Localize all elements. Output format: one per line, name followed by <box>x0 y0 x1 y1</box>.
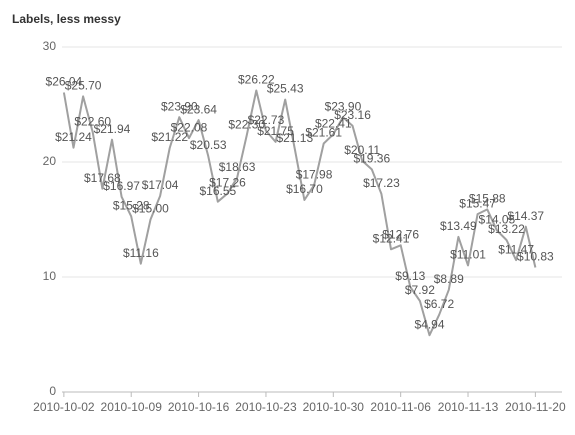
y-tick-label: 20 <box>43 154 57 168</box>
data-label: $6.72 <box>424 297 454 311</box>
data-label: $10.83 <box>517 250 554 264</box>
data-label: $26.22 <box>238 73 275 87</box>
data-label: $22.08 <box>171 120 208 134</box>
data-label: $25.43 <box>267 82 304 96</box>
data-label: $22.30 <box>228 118 265 132</box>
data-label: $23.90 <box>325 99 362 113</box>
data-label: $11.47 <box>498 242 534 256</box>
data-label: $23.90 <box>161 99 198 113</box>
x-tick-label: 2010-10-16 <box>168 400 230 414</box>
data-label: $18.63 <box>219 160 256 174</box>
line <box>62 89 537 337</box>
data-label: $7.92 <box>405 283 435 297</box>
data-label: $22.60 <box>74 114 111 128</box>
data-label: $20.53 <box>190 138 227 152</box>
data-label: $4.94 <box>415 317 445 331</box>
x-tick-label: 2010-10-02 <box>33 400 95 414</box>
data-label: $17.04 <box>142 178 179 192</box>
data-label: $17.98 <box>296 167 333 181</box>
data-label: $21.75 <box>257 124 294 138</box>
data-label: $15.00 <box>132 202 169 216</box>
data-label: $21.13 <box>276 131 313 145</box>
chart-title: Labels, less messy <box>12 12 121 26</box>
data-label: $13.49 <box>440 219 477 233</box>
data-label: $14.37 <box>507 209 544 223</box>
data-label: $17.68 <box>84 171 121 185</box>
data-label: $15.28 <box>113 198 150 212</box>
data-label: $17.23 <box>363 176 400 190</box>
data-label: $20.11 <box>344 143 380 157</box>
data-label: $23.64 <box>180 102 217 116</box>
data-label: $21.61 <box>305 126 342 140</box>
data-label: $19.36 <box>353 152 390 166</box>
data-label: $23.16 <box>334 108 371 122</box>
y-tick-label: 10 <box>43 269 57 283</box>
x-tick-label: 2010-11-13 <box>438 400 499 414</box>
data-label: $21.24 <box>55 130 92 144</box>
data-label: $12.76 <box>382 227 419 241</box>
y-tick-label: 0 <box>49 384 56 398</box>
data-label: $15.88 <box>469 192 506 206</box>
data-label: $22.41 <box>315 116 352 130</box>
data-label: $22.73 <box>248 113 285 127</box>
data-label: $16.55 <box>199 184 236 198</box>
data-label: $21.94 <box>94 122 131 136</box>
data-label: $9.13 <box>395 269 425 283</box>
data-label: $8.89 <box>434 272 464 286</box>
data-label: $15.47 <box>459 196 496 210</box>
data-label: $21.22 <box>151 130 188 144</box>
data-label: $12.41 <box>373 231 410 245</box>
x-tick-label: 2010-11-20 <box>505 400 566 414</box>
data-label: $16.70 <box>286 182 323 196</box>
data-label: $26.04 <box>46 75 83 89</box>
data-label: $11.01 <box>450 248 486 262</box>
x-tick-label: 2010-10-30 <box>303 400 365 414</box>
data-label: $17.26 <box>209 176 246 190</box>
x-tick-label: 2010-11-06 <box>370 400 431 414</box>
data-label: $11.16 <box>123 246 159 260</box>
y-tick-label: 30 <box>43 39 57 53</box>
data-label: $16.97 <box>103 179 140 193</box>
x-tick-label: 2010-10-23 <box>235 400 297 414</box>
data-label: $13.22 <box>488 222 525 236</box>
x-tick-label: 2010-10-09 <box>101 400 163 414</box>
data-label: $25.70 <box>65 79 102 93</box>
data-label: $14.05 <box>479 213 516 227</box>
